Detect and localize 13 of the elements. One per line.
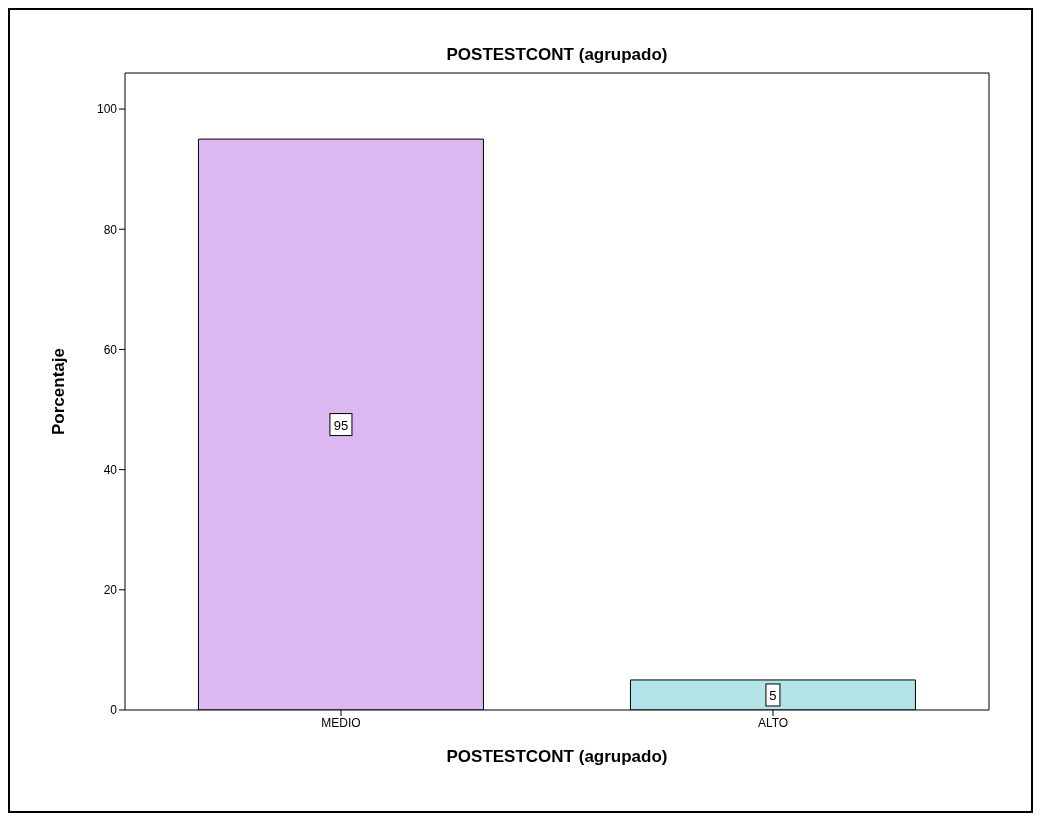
y-tick-label: 20 [103,583,118,598]
data-label: 5 [769,687,777,703]
y-tick-label: 100 [96,102,118,117]
x-axis-title: POSTESTCONT (agrupado) [446,747,668,766]
y-tick-label: 60 [103,342,118,357]
y-tick-label: 0 [110,703,118,718]
x-tick-label: MEDIO [321,715,361,730]
y-axis-title: Porcentaje [49,348,69,435]
y-tick-label: 80 [103,222,118,237]
data-label: 95 [333,417,349,433]
y-tick-label: 40 [103,462,118,477]
chart-title: POSTESTCONT (agrupado) [446,45,668,64]
x-tick-label: ALTO [757,715,789,730]
